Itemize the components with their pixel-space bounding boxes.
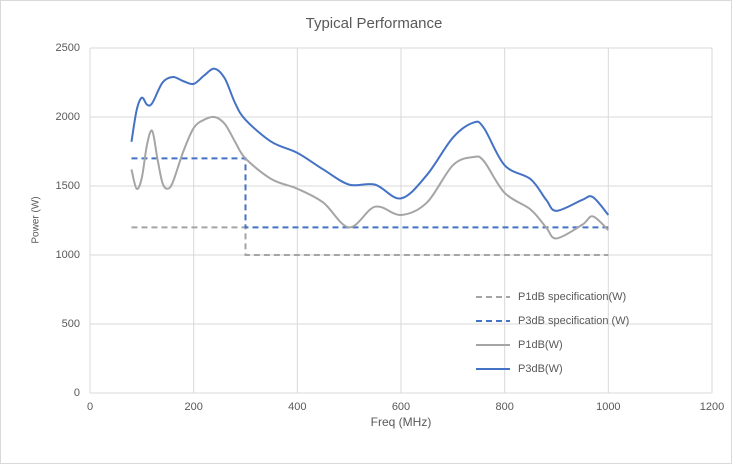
y-tick-label: 1500 bbox=[56, 180, 80, 192]
legend-label: P1dB specification(W) bbox=[518, 291, 626, 303]
legend-label: P1dB(W) bbox=[518, 339, 563, 351]
x-tick-label: 0 bbox=[87, 401, 93, 413]
chart-title: Typical Performance bbox=[306, 15, 443, 32]
y-tick-label: 500 bbox=[62, 318, 80, 330]
y-tick-label: 2500 bbox=[56, 42, 80, 54]
x-tick-label: 600 bbox=[392, 401, 410, 413]
y-tick-label: 2000 bbox=[56, 111, 80, 123]
series-line bbox=[130, 115, 610, 240]
x-tick-label: 1000 bbox=[596, 401, 620, 413]
legend-label: P3dB specification (W) bbox=[518, 315, 629, 327]
x-axis-label: Freq (MHz) bbox=[371, 415, 432, 429]
series-line bbox=[131, 226, 609, 256]
x-tick-label: 1200 bbox=[700, 401, 724, 413]
legend-label: P3dB(W) bbox=[518, 363, 563, 375]
x-tick-label: 400 bbox=[288, 401, 306, 413]
y-axis-label: Power (W) bbox=[31, 196, 42, 243]
series-line bbox=[130, 67, 610, 216]
y-tick-label: 0 bbox=[74, 387, 80, 399]
x-tick-label: 200 bbox=[184, 401, 202, 413]
y-tick-label: 1000 bbox=[56, 249, 80, 261]
series-line bbox=[131, 157, 609, 229]
x-tick-label: 800 bbox=[495, 401, 513, 413]
